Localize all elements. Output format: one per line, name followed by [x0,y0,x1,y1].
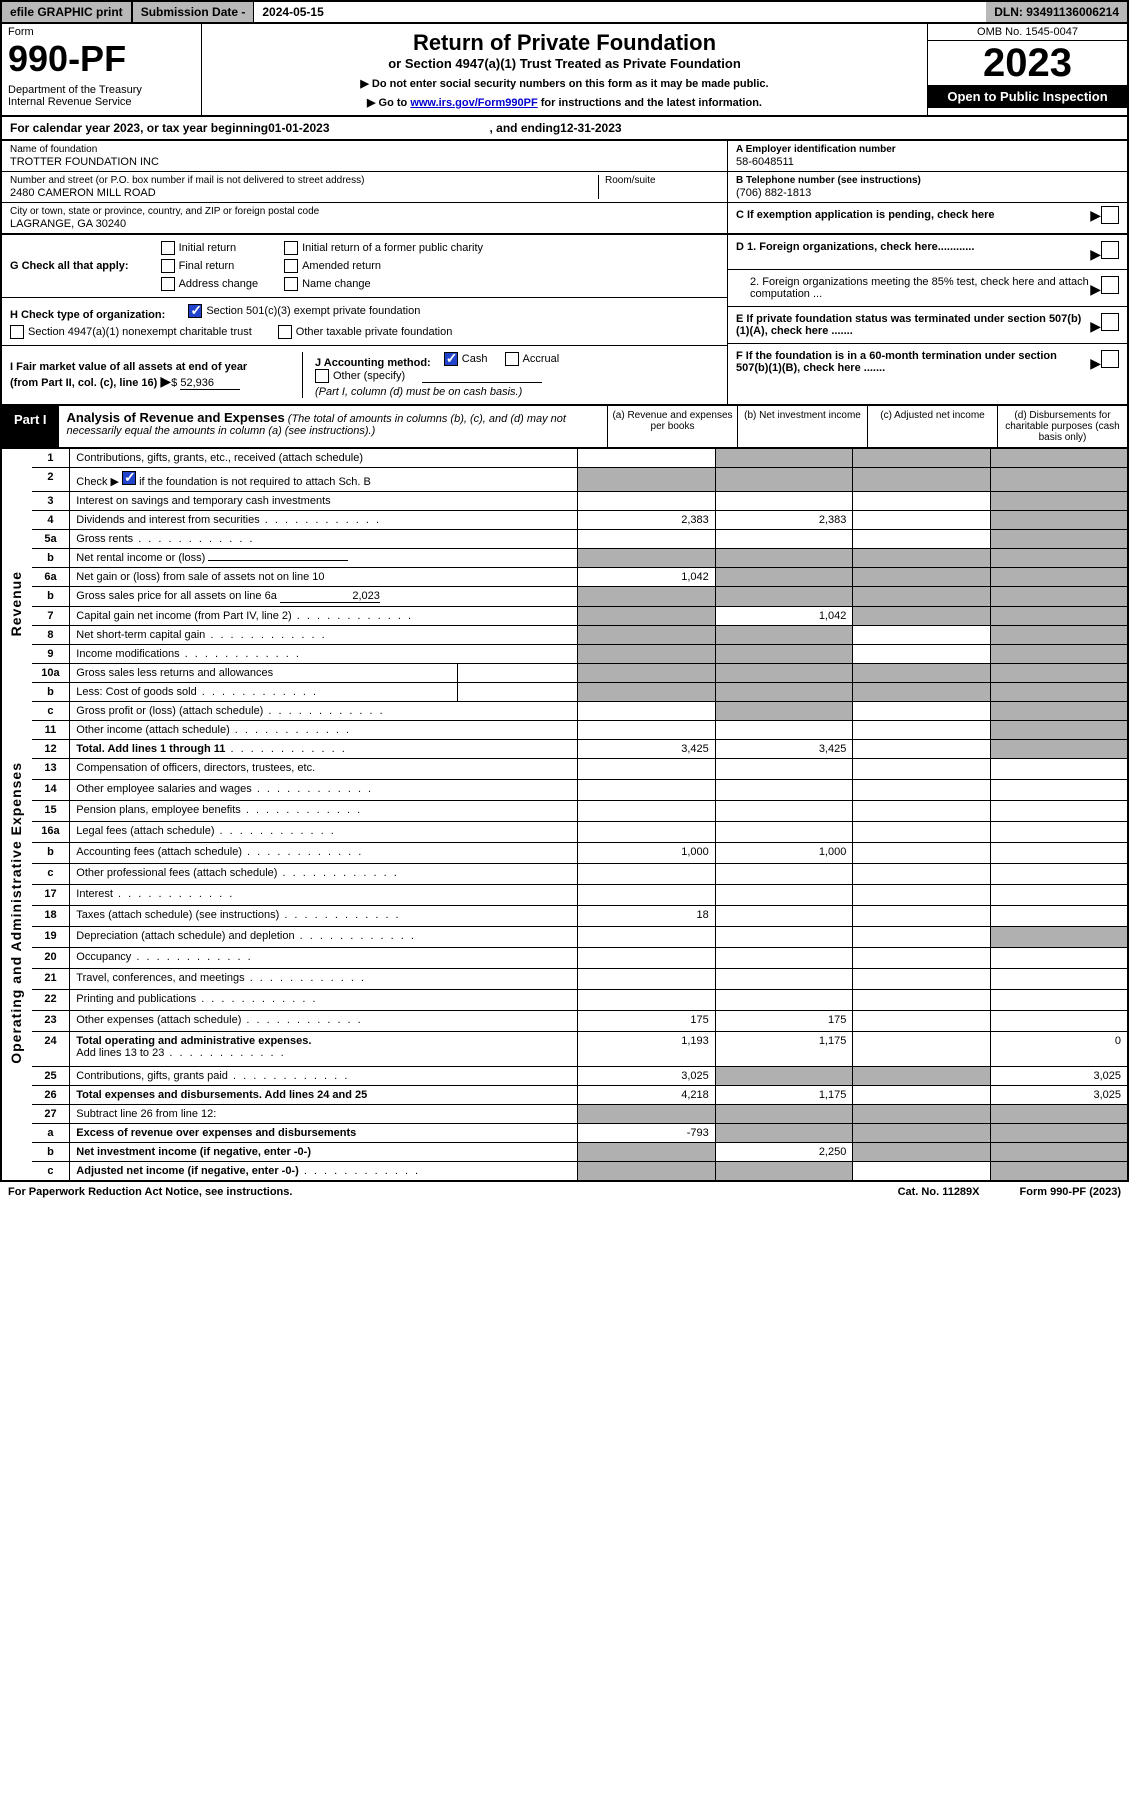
revenue-side: Revenue [8,571,24,636]
efile-label: efile GRAPHIC print [2,2,131,22]
irs-link[interactable]: www.irs.gov/Form990PF [410,97,537,109]
subdate-label: Submission Date - [131,2,254,22]
part1-label: Part I [2,406,59,447]
chk-4947[interactable] [10,325,24,339]
c-exemption: C If exemption application is pending, c… [736,209,1090,221]
top-bar: efile GRAPHIC print Submission Date - 20… [0,0,1129,24]
subdate-value: 2024-05-15 [253,2,331,22]
paperwork-notice: For Paperwork Reduction Act Notice, see … [8,1186,292,1198]
part1-table: Revenue 1Contributions, gifts, grants, e… [0,449,1129,1182]
chk-amended[interactable] [284,259,298,273]
addr-label: Number and street (or P.O. box number if… [10,175,598,186]
note-ssn: ▶ Do not enter social security numbers o… [208,77,921,90]
chk-other-tax[interactable] [278,325,292,339]
chk-schb[interactable] [122,471,136,485]
omb: OMB No. 1545-0047 [928,24,1127,41]
arrow-icon: ▶ [1090,207,1101,224]
chk-accrual[interactable] [505,352,519,366]
note-link: ▶ Go to www.irs.gov/Form990PF for instru… [208,96,921,109]
c-checkbox[interactable] [1101,206,1119,224]
entity-info: Name of foundation TROTTER FOUNDATION IN… [0,141,1129,235]
form-subtitle: or Section 4947(a)(1) Trust Treated as P… [208,56,921,71]
section-g-h-i: G Check all that apply: Initial return F… [0,235,1129,406]
phone-label: B Telephone number (see instructions) [736,175,1119,186]
form-number: 990-PF [8,38,195,80]
foundation-name: TROTTER FOUNDATION INC [10,156,719,168]
form-ref: Form 990-PF (2023) [1020,1186,1121,1198]
chk-addr[interactable] [161,277,175,291]
room-label: Room/suite [605,175,719,186]
phone: (706) 882-1813 [736,187,1119,199]
g-label: G Check all that apply: [10,260,129,272]
chk-name[interactable] [284,277,298,291]
tax-year: 2023 [928,41,1127,85]
chk-final[interactable] [161,259,175,273]
e: E If private foundation status was termi… [736,313,1081,337]
part1-header: Part I Analysis of Revenue and Expenses … [0,406,1129,449]
d1-checkbox[interactable] [1101,241,1119,259]
calendar-year-line: For calendar year 2023, or tax year begi… [0,117,1129,141]
city: LAGRANGE, GA 30240 [10,218,719,230]
chk-initial[interactable] [161,241,175,255]
footer: For Paperwork Reduction Act Notice, see … [0,1182,1129,1202]
chk-cash[interactable] [444,352,458,366]
col-d: (d) Disbursements for charitable purpose… [997,406,1127,447]
ein-label: A Employer identification number [736,144,1119,155]
ein: 58-6048511 [736,156,1119,168]
form-word: Form [8,26,195,38]
col-a: (a) Revenue and expenses per books [607,406,737,447]
col-b: (b) Net investment income [737,406,867,447]
form-title: Return of Private Foundation [208,30,921,56]
chk-initial-former[interactable] [284,241,298,255]
city-label: City or town, state or province, country… [10,206,719,217]
expenses-side: Operating and Administrative Expenses [8,762,24,1064]
address: 2480 CAMERON MILL ROAD [10,187,598,199]
col-c: (c) Adjusted net income [867,406,997,447]
i-fmv: 52,936 [180,377,240,390]
dept: Department of the Treasury Internal Reve… [8,84,195,108]
j-note: (Part I, column (d) must be on cash basi… [315,386,573,398]
dln: DLN: 93491136006214 [986,2,1127,22]
name-label: Name of foundation [10,144,719,155]
d2-checkbox[interactable] [1101,276,1119,294]
h-label: H Check type of organization: [10,309,165,321]
chk-other-method[interactable] [315,369,329,383]
cat-no: Cat. No. 11289X [898,1186,980,1198]
chk-501c3[interactable] [188,304,202,318]
e-checkbox[interactable] [1101,313,1119,331]
open-inspection: Open to Public Inspection [928,85,1127,108]
d1: D 1. Foreign organizations, check here..… [736,241,974,253]
j-label: J Accounting method: [315,357,431,369]
f-checkbox[interactable] [1101,350,1119,368]
d2: 2. Foreign organizations meeting the 85%… [736,276,1089,300]
form-header: Form 990-PF Department of the Treasury I… [0,24,1129,117]
f: F If the foundation is in a 60-month ter… [736,350,1057,374]
